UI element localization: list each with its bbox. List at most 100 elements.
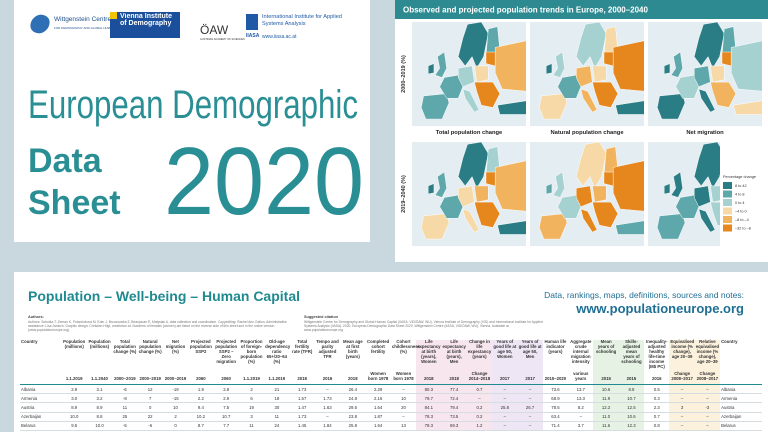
map-region xyxy=(592,201,619,228)
table-row: Armenia 3.0 3.2 -8 7 -15 2.2 2.9 6 18 1.57 1.73 24.8… xyxy=(20,393,762,404)
column-sub: 2000–2019 xyxy=(164,376,187,382)
column-sub: 1.1.2019 xyxy=(65,376,83,382)
map-region xyxy=(497,100,526,115)
map-label-bg xyxy=(658,126,752,137)
column-header: Proportion of foreign-born population (%… xyxy=(238,339,265,385)
table-cell: 30 xyxy=(264,402,290,413)
table-cell: 3.7 xyxy=(568,421,594,431)
table-cell: Armenia xyxy=(720,393,762,404)
column-header: Projected population SSP2 2060 xyxy=(188,339,214,385)
table-cell: -15 xyxy=(162,393,189,404)
authors-text: Authors: Sobotka T, Zeman K, Potančoková… xyxy=(28,319,287,332)
data-table: Country Population (millions) 1.1.2019 Popu… xyxy=(20,339,762,431)
table-head: Country Population (millions) 1.1.2019 Popu… xyxy=(20,339,762,385)
column-name: Life expectancy at birth (years), Men xyxy=(442,339,466,364)
map-land xyxy=(657,22,762,120)
column-sub: 2018 xyxy=(449,376,459,382)
column-header: Natural population change (%) 2000–2019 xyxy=(137,339,163,385)
table-cell: 13.3 xyxy=(568,393,594,404)
column-header: Relative equivalised income (% change), … xyxy=(694,339,721,385)
table-cell: 12.5 xyxy=(618,402,645,413)
table-cell: 1.87 xyxy=(365,412,391,422)
table-cell: 0.7 xyxy=(644,412,670,422)
table-cell: 1.45 xyxy=(289,421,315,431)
table-cell: Austria xyxy=(20,402,62,413)
map-region xyxy=(603,51,614,67)
column-name: Inequality-adjusted healthy life-time in… xyxy=(646,339,668,369)
table-cell: 12.2 xyxy=(593,402,619,413)
map-region xyxy=(575,142,607,189)
legend-label: –8 to –4 xyxy=(735,218,749,222)
table-cell: 2.8 xyxy=(213,384,239,395)
map-region xyxy=(457,22,489,69)
table-cell: 8.2 xyxy=(568,402,594,413)
column-sub: 2060 xyxy=(221,376,231,382)
column-name: Skills-adjusted mean years of schooling xyxy=(621,339,642,364)
map-region xyxy=(580,208,598,233)
map-region xyxy=(457,142,489,189)
table-cell: 2.16 xyxy=(365,393,391,404)
legend-label: –4 to 0 xyxy=(735,210,747,214)
map-region xyxy=(615,100,644,115)
table-cell: -3 xyxy=(694,402,721,413)
legend-label: –32 to –8 xyxy=(735,227,751,231)
table-cell: 25 xyxy=(112,412,138,422)
column-name: Country xyxy=(21,339,38,344)
table-cell: 6 xyxy=(238,393,265,404)
wic-icon xyxy=(30,14,50,34)
column-header: Mean years of schooling 2015 xyxy=(593,339,619,385)
table-cell: 1.9 xyxy=(188,384,214,395)
table-cell: 78.5 xyxy=(542,402,569,413)
table-cell: – xyxy=(492,384,518,395)
table-cell: 1.73 xyxy=(289,384,315,395)
table-cell: 0.3 xyxy=(644,393,670,404)
table-cell: -6 xyxy=(112,384,138,395)
table-cell: 10.7 xyxy=(213,412,239,422)
vid-mark xyxy=(110,12,117,19)
table-cell: 19 xyxy=(238,402,265,413)
table-cell: 2 xyxy=(238,384,265,395)
wic-sub: FOR DEMOGRAPHY AND GLOBAL HUMAN CAPITAL xyxy=(54,26,128,30)
map-region xyxy=(485,51,496,67)
column-header: Human life indicator (years) 2015–2020 xyxy=(542,339,569,385)
authors: Authors: Authors: Sobotka T, Zeman K, Po… xyxy=(28,315,298,332)
map-land xyxy=(539,22,644,120)
table-cell: 10.6 xyxy=(618,412,645,422)
map-region xyxy=(580,88,598,113)
column-header: Total population change (%) 2000–2019 xyxy=(112,339,138,385)
table-cell: -5 xyxy=(112,421,138,431)
column-header: Old-age dependency ratio 65+/20–64 (%) 1.… xyxy=(264,339,291,385)
map-region xyxy=(575,22,607,69)
map-region xyxy=(710,81,737,108)
table-cell: 1.47 xyxy=(289,402,315,413)
table-cell: 9.5 xyxy=(61,421,87,431)
column-name: Net migration (%) xyxy=(165,339,186,354)
table-cell: 3.2 xyxy=(86,393,113,404)
maps-panel: Observed and projected population trends… xyxy=(395,0,768,262)
map-region xyxy=(494,160,526,212)
column-name: Population (millions) xyxy=(63,339,86,349)
map-land xyxy=(657,142,720,240)
table-cell: – xyxy=(669,412,695,422)
table-cell: – xyxy=(492,412,518,422)
map-region xyxy=(474,81,501,108)
map-region xyxy=(552,51,565,78)
table-cell: 10.7 xyxy=(618,393,645,404)
column-sub: Change 2008–2017 xyxy=(696,371,719,382)
table-cell: 0.8 xyxy=(644,421,670,431)
title-line1: European Demographic xyxy=(28,83,358,127)
column-name: Projected population SSP2 xyxy=(189,339,212,354)
column-name: Years of good life at age 50, Men xyxy=(518,339,542,359)
table-cell: 3 xyxy=(238,412,265,422)
column-header: Skills-adjusted mean years of schooling 2… xyxy=(618,339,645,385)
column-header: Change in life expectancy (years) Change … xyxy=(466,339,493,385)
table-cell: – xyxy=(390,384,417,395)
column-sub: Change 2014–2018 xyxy=(468,371,491,382)
map-region xyxy=(474,201,501,228)
table-cell: 2.29 xyxy=(365,384,391,395)
column-name: Old-age dependency ratio 65+/20–64 (%) xyxy=(265,339,291,364)
column-name: Years of good life at age 50, Women xyxy=(493,339,517,359)
map-region xyxy=(552,171,565,198)
map-region xyxy=(721,51,732,67)
table-cell: 11 xyxy=(112,402,138,413)
